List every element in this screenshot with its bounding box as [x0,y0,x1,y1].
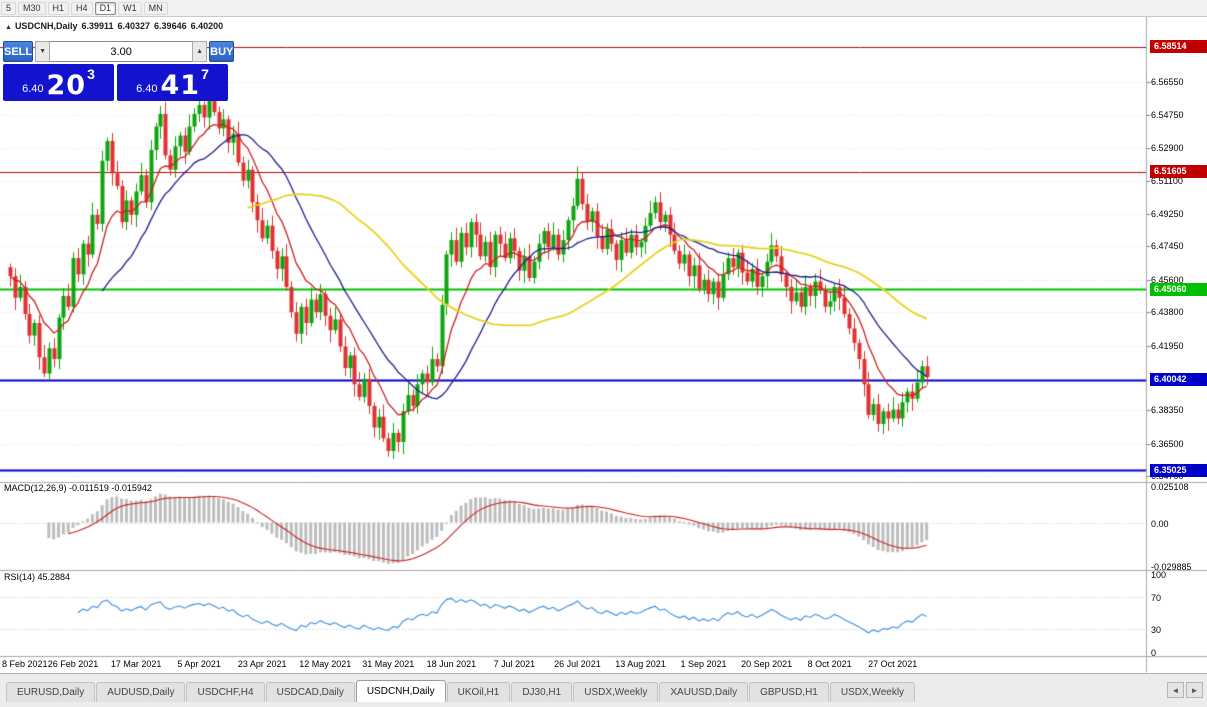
price-axis-tick: 6.43800 [1151,307,1184,318]
chart-tab[interactable]: AUDUSD,Daily [96,682,186,702]
price-axis-tick: 6.56550 [1151,77,1184,88]
timeframe-button-d1[interactable]: D1 [94,1,117,15]
chart-tabs: EURUSD,Daily AUDUSD,Daily USDCHF,H4 USDCAD,… [6,680,916,702]
sell-price-sup: 3 [87,66,95,82]
chart-tab[interactable]: USDCHF,H4 [186,682,265,702]
price-level-tag: 6.51605 [1150,165,1207,178]
one-click-collapse-icon[interactable]: ▲ [5,24,12,31]
ohlc-low: 6.39646 [154,21,187,31]
price-level-tag: 6.35025 [1150,463,1207,477]
chart-tab[interactable]: DJ30,H1 [511,682,573,702]
price-axis-tick: 6.47450 [1151,241,1184,252]
tab-scroll-controls: ◄ ► [1165,682,1203,698]
buy-price-display[interactable]: 6.40 41 7 [117,64,228,101]
rsi-axis-label: 30 [1151,624,1162,635]
chart-tab[interactable]: USDX,Weekly [829,682,916,702]
ohlc-high: 6.40327 [117,21,151,31]
chart-symbol-label: USDCNH,Daily [14,21,78,31]
date-axis-label: 8 Feb 2021 [2,659,48,669]
sell-price-display[interactable]: 6.40 20 3 [3,64,114,101]
date-axis-label: 13 Aug 2021 [615,659,666,669]
chart-title: ▲ USDCNH,Daily 6.39911 6.40327 6.39646 6.4020… [5,21,227,31]
chart-tab[interactable]: USDCAD,Daily [265,682,355,702]
price-level-tag: 6.40042 [1150,373,1207,387]
price-axis-tick: 6.49250 [1151,208,1184,219]
chart-tab[interactable]: GBPUSD,H1 [749,682,829,702]
date-axis-label: 8 Oct 2021 [807,659,852,669]
sell-price-big: 20 [46,70,87,101]
volume-decrease-button[interactable]: ▼ [35,41,51,62]
date-axis-label: 31 May 2021 [362,659,415,669]
rsi-axis-label: 70 [1151,593,1162,604]
timeframe-button-h4[interactable]: H4 [71,1,93,15]
price-axis-tick: 6.51100 [1151,175,1183,186]
price-level-tag: 6.45060 [1150,282,1207,296]
volume-input[interactable] [50,41,193,62]
date-axis-label: 26 Jul 2021 [554,659,601,669]
buy-price-sup: 7 [201,66,209,82]
volume-increase-button[interactable]: ▲ [192,41,208,62]
date-axis-label: 23 Apr 2021 [237,659,287,669]
timeframe-button-mn[interactable]: MN [143,1,168,15]
macd-axis-label: -0.029885 [1151,562,1192,572]
rsi-axis-label: 0 [1151,648,1157,658]
date-axis-label: 17 Mar 2021 [110,659,162,669]
macd-indicator-label: MACD(12,26,9) -0.011519 -0.015942 [4,483,152,493]
timeframe-button-m30[interactable]: M30 [18,1,46,15]
sell-price-prefix: 6.40 [22,83,44,95]
buy-price-prefix: 6.40 [136,83,158,95]
sell-button[interactable]: SELL [3,41,34,62]
buy-price-big: 41 [160,70,201,101]
buy-button[interactable]: BUY [209,41,235,62]
chart-tab[interactable]: UKOil,H1 [446,682,511,702]
date-axis-label: 18 Jun 2021 [426,659,477,669]
tabs-scroll-left-icon[interactable]: ◄ [1167,682,1184,698]
price-level-tag: 6.58514 [1150,40,1207,54]
chart-tab-bar: EURUSD,Daily AUDUSD,Daily USDCHF,H4 USDCAD,… [0,673,1207,707]
tabs-scroll-right-icon[interactable]: ► [1186,682,1203,698]
chart-tab[interactable]: XAUUSD,Daily [659,682,749,702]
macd-axis-label: 0.00 [1151,518,1169,529]
price-axis-tick: 6.38350 [1151,405,1184,416]
price-axis-tick: 6.45600 [1151,274,1184,285]
timeframe-toolbar: 5 M30 H1 H4 D1 W1 MN [0,0,1207,17]
date-axis-label: 7 Jul 2021 [493,659,536,669]
date-axis-label: 5 Apr 2021 [177,659,221,669]
chart-tab[interactable]: EURUSD,Daily [6,682,96,702]
price-axis-tick: 6.54750 [1151,109,1184,120]
ohlc-close: 6.40200 [190,21,224,31]
price-axis-tick: 6.52900 [1151,143,1184,154]
date-axis-label: 27 Oct 2021 [868,659,918,669]
price-chart-canvas[interactable] [0,17,1207,673]
price-axis-tick: 6.36500 [1151,438,1184,449]
volume-spinner: ▼ ▲ [35,41,208,62]
timeframe-button-h1[interactable]: H1 [47,1,70,15]
one-click-trading-panel: SELL ▼ ▲ BUY 6.40 20 3 6.40 41 7 [3,41,235,101]
timeframe-button-m5[interactable]: 5 [1,1,17,15]
ohlc-open: 6.39911 [81,21,114,31]
date-axis-label: 1 Sep 2021 [680,659,727,669]
chart-tab[interactable]: USDCNH,Daily [355,680,446,702]
chart-tab[interactable]: USDX,Weekly [573,682,659,702]
price-axis-tick: 6.41950 [1151,340,1184,351]
macd-axis-label: 0.025108 [1151,482,1189,492]
chart-window: ▲ USDCNH,Daily 6.39911 6.40327 6.39646 6.4020… [0,17,1207,673]
date-axis-label: 20 Sep 2021 [741,659,793,669]
rsi-indicator-label: RSI(14) 45.2884 [4,572,71,582]
date-axis-label: 26 Feb 2021 [47,659,99,669]
rsi-axis-label: 100 [1151,570,1167,580]
date-axis-label: 12 May 2021 [299,659,352,669]
timeframe-button-w1[interactable]: W1 [118,1,142,15]
